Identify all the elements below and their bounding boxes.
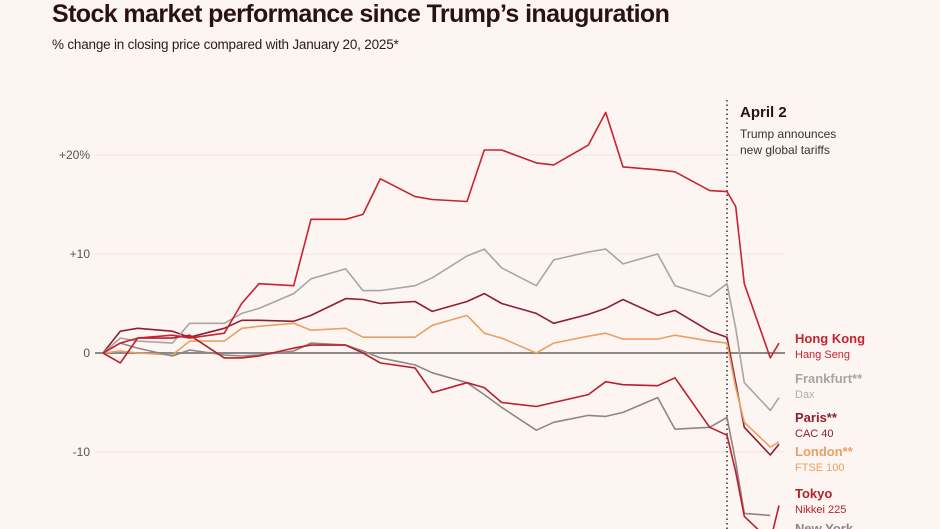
series-labels: Hong Kong Hang Seng Frankfurt** Dax Paris** C… xyxy=(795,331,865,529)
chart-subtitle: % change in closing price compared with … xyxy=(52,37,399,52)
series-index-label: FTSE 100 xyxy=(795,462,845,474)
series-index-label: Dax xyxy=(795,389,815,401)
series-line-hongkong xyxy=(102,111,780,359)
y-tick-label: -10 xyxy=(73,445,91,459)
y-axis-ticks: +20% +10 0 -10 xyxy=(59,148,90,459)
y-tick-label: +10 xyxy=(70,247,91,261)
series-label: New York xyxy=(795,521,854,529)
y-tick-label: 0 xyxy=(83,346,90,360)
series-line-newyork xyxy=(102,342,771,517)
series-label: London** xyxy=(795,444,854,459)
series-label: Frankfurt** xyxy=(795,371,863,386)
annotation-text: new global tariffs xyxy=(740,143,830,157)
series-line-frankfurt xyxy=(102,248,780,412)
series-index-label: Hang Seng xyxy=(795,349,850,361)
series-label: Hong Kong xyxy=(795,331,865,346)
series-index-label: CAC 40 xyxy=(795,428,834,440)
series-label: Paris** xyxy=(795,410,838,425)
series-label: Tokyo xyxy=(795,486,832,501)
chart-title: Stock market performance since Trump’s i… xyxy=(52,0,670,28)
series-line-tokyo xyxy=(102,334,780,529)
annotation-title: April 2 xyxy=(740,104,787,121)
y-tick-label: +20% xyxy=(59,148,90,162)
annotation-text: Trump announces xyxy=(740,127,836,141)
series-index-label: Nikkei 225 xyxy=(795,504,846,516)
annotation: April 2 Trump announces new global tariffs xyxy=(726,100,836,529)
series-line-paris xyxy=(102,292,780,456)
series-line-london xyxy=(102,314,780,448)
series-lines xyxy=(102,111,780,529)
